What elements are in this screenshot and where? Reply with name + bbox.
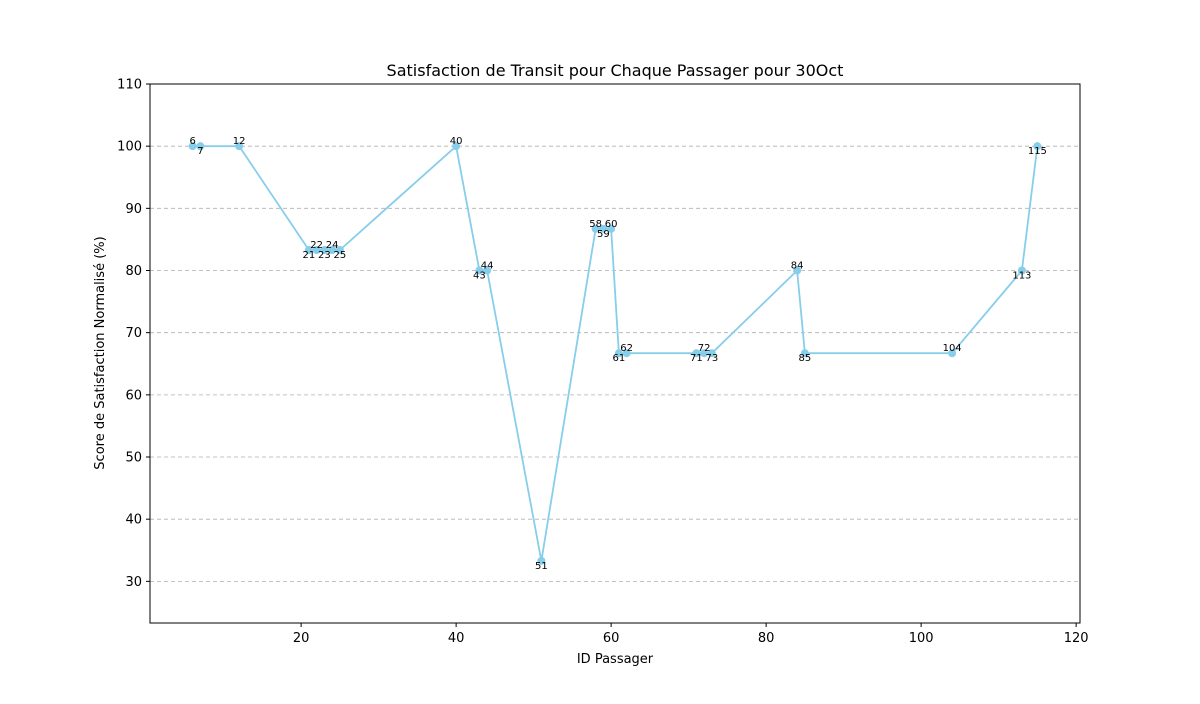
data-point — [800, 349, 809, 358]
x-tick-label: 120 — [1064, 631, 1089, 646]
point-label: 104 — [943, 343, 962, 354]
point-label: 73 — [706, 353, 719, 364]
point-label: 25 — [334, 250, 347, 261]
data-point — [793, 266, 802, 275]
point-label: 24 — [326, 240, 339, 251]
point-label: 60 — [605, 219, 618, 230]
y-tick-label: 100 — [117, 140, 142, 155]
plot-frame — [149, 83, 1081, 624]
data-point — [452, 142, 461, 151]
point-label: 12 — [233, 136, 246, 147]
x-tick-label: 100 — [909, 631, 934, 646]
data-point — [196, 142, 205, 151]
x-tick-label: 40 — [448, 631, 465, 646]
point-label: 21 — [303, 250, 316, 261]
data-point — [614, 349, 623, 358]
data-point — [948, 349, 957, 358]
grid-lines — [150, 83, 1080, 582]
y-tick-label: 60 — [125, 388, 142, 403]
data-point — [335, 245, 344, 254]
data-point — [607, 224, 616, 233]
x-tick-label: 60 — [603, 631, 620, 646]
point-label: 84 — [791, 261, 804, 272]
point-label: 43 — [473, 271, 486, 282]
point-label: 58 — [589, 219, 602, 230]
point-label: 51 — [535, 561, 548, 572]
data-point — [235, 142, 244, 151]
x-tick-label: 80 — [758, 631, 775, 646]
x-axis-label: ID Passager — [577, 652, 654, 667]
data-point — [537, 556, 546, 565]
y-tick-label: 30 — [125, 575, 142, 590]
series-layer — [188, 142, 1042, 565]
point-label: 72 — [698, 343, 711, 354]
point-label: 71 — [690, 353, 703, 364]
y-tick-label: 80 — [125, 264, 142, 279]
data-point — [475, 266, 484, 275]
data-point — [483, 266, 492, 275]
y-tick-label: 90 — [125, 202, 142, 217]
data-point — [1017, 266, 1026, 275]
data-point — [599, 224, 608, 233]
data-point — [188, 142, 197, 151]
point-label: 6 — [189, 136, 195, 147]
x-axis-ticks: 20 40 60 80 100 120 — [293, 623, 1089, 646]
point-label: 22 — [310, 240, 323, 251]
y-axis-label: Score de Satisfaction Normalisé (%) — [93, 236, 108, 469]
data-point — [320, 245, 329, 254]
data-point — [707, 349, 716, 358]
y-tick-label: 40 — [125, 513, 142, 528]
y-tick-label: 50 — [125, 451, 142, 466]
data-point — [622, 349, 631, 358]
data-point — [700, 349, 709, 358]
point-label: 85 — [799, 353, 812, 364]
point-label: 113 — [1012, 271, 1031, 282]
data-point — [1033, 142, 1042, 151]
point-label: 61 — [613, 353, 626, 364]
y-tick-label: 70 — [125, 326, 142, 341]
data-point — [692, 349, 701, 358]
data-point — [304, 245, 313, 254]
point-label: 40 — [450, 136, 463, 147]
data-point — [591, 224, 600, 233]
point-label: 115 — [1028, 146, 1047, 157]
point-label: 59 — [597, 229, 610, 240]
chart-title: Satisfaction de Transit pour Chaque Pass… — [387, 61, 844, 80]
point-label: 44 — [481, 261, 494, 272]
point-label: 7 — [197, 146, 203, 157]
point-label: 62 — [620, 343, 633, 354]
data-point — [328, 245, 337, 254]
x-tick-label: 20 — [293, 631, 310, 646]
y-axis-ticks: 30 40 50 60 70 80 90 100 110 — [117, 78, 150, 590]
point-label: 23 — [318, 250, 331, 261]
y-tick-label: 110 — [117, 78, 142, 93]
data-point — [312, 245, 321, 254]
